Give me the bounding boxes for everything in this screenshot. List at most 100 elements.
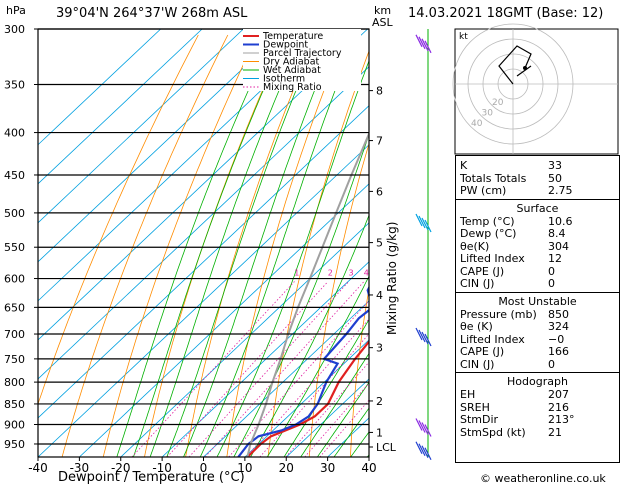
storm-motion-arrow (516, 65, 532, 77)
info-key: SREH (460, 400, 490, 414)
legend-entry: Temperature (262, 31, 323, 42)
km-tick-label: 3 (376, 342, 383, 355)
info-row: K 33 (460, 159, 615, 173)
copyright: © weatheronline.co.uk (480, 472, 606, 485)
pressure-tick-label: 600 (4, 273, 25, 286)
pressure-tick-label: 350 (4, 78, 25, 91)
wet-adiabat-line (183, 29, 340, 457)
info-row: EH 207 (460, 388, 615, 402)
isotherm-line (286, 378, 369, 457)
info-value: 850 (548, 307, 569, 321)
info-value: 166 (548, 345, 569, 358)
hodograph-ring-label: 20 (492, 98, 504, 108)
info-row: θe(K) 304 (460, 240, 615, 254)
mixing-ratio-label: 2 (328, 269, 333, 278)
info-value: 216 (548, 400, 569, 414)
info-row: θe (K) 324 (460, 320, 615, 334)
x-tick-label: 20 (279, 461, 294, 475)
km-tick-label: 8 (376, 85, 383, 98)
wind-barb (415, 327, 432, 347)
legend-entry: Dry Adiabat (263, 57, 320, 68)
pressure-tick-label: 500 (4, 207, 25, 220)
info-row: CAPE (J) 0 (460, 265, 615, 279)
info-key: Dewp (°C) (460, 227, 517, 240)
dry-adiabat-line (621, 35, 629, 457)
section-title: Surface (516, 201, 559, 215)
info-value: 0 (548, 264, 555, 278)
mixing-ratio-line (319, 399, 369, 457)
info-value: 33 (548, 159, 562, 172)
isotherm-line (120, 222, 369, 457)
info-key: Totals Totals (460, 171, 527, 185)
x-tick-label: -10 (152, 461, 172, 475)
info-value: 12 (548, 252, 562, 265)
dry-adiabat-line (185, 34, 317, 457)
dry-adiabat-line (350, 286, 369, 457)
info-row: Lifted Index −0 (460, 333, 615, 347)
wet-adiabat-line (300, 352, 369, 457)
x-tick-label: -20 (111, 461, 131, 475)
isotherm-line (79, 183, 369, 457)
info-row: SREH 216 (460, 401, 615, 415)
pressure-tick-label: 300 (4, 23, 25, 36)
asl-label: ASL (372, 16, 393, 29)
isotherm-line (38, 105, 369, 419)
mixing-ratio-line (204, 281, 365, 457)
legend-entry: Parcel Trajectory (263, 48, 342, 59)
isotherm-line (38, 29, 244, 224)
info-value: 304 (548, 239, 569, 253)
info-key: Pressure (mb) (460, 307, 537, 321)
mixing-ratio-axis-label: Mixing Ratio (g/kg) (385, 221, 399, 335)
isotherm-line (38, 29, 286, 263)
wet-adiabat-line (333, 407, 369, 457)
pressure-tick-label: 450 (4, 169, 25, 182)
section-divider (456, 291, 619, 293)
x-axis-label: Dewpoint / Temperature (°C) (58, 470, 245, 485)
dry-adiabat-line (144, 34, 288, 457)
pressure-tick-label: 700 (4, 328, 25, 341)
dry-adiabat-line (61, 34, 229, 457)
hodograph-frame (454, 28, 619, 155)
info-row: Temp (°C) 10.6 (460, 215, 615, 229)
info-value: 10.6 (548, 214, 573, 228)
info-value: 2.75 (548, 184, 573, 197)
mixing-ratio-line (188, 281, 350, 457)
info-key: CIN (J) (460, 357, 495, 371)
x-tick-label: 10 (237, 461, 252, 475)
section-title: Most Unstable (498, 294, 577, 308)
info-key: Lifted Index (460, 252, 525, 265)
km-tick-label: 7 (376, 135, 383, 148)
dry-adiabat-line (102, 34, 258, 457)
wet-adiabat-line (149, 29, 306, 457)
km-tick-label: 1 (376, 426, 383, 439)
mixing-ratio-line (304, 382, 369, 457)
datetime-title: 14.03.2021 18GMT (Base: 12) (408, 6, 604, 21)
indices-panel: K 33 Totals Totals 50 PW (cm) 2.75 Surface Temp… (455, 155, 620, 463)
isotherm-line (244, 339, 369, 457)
hodograph-ring-label: 40 (471, 119, 483, 129)
info-key: θe (K) (460, 320, 493, 333)
info-row: CIN (J) 0 (460, 277, 615, 291)
info-key: StmSpd (kt) (460, 425, 526, 439)
info-row: StmDir 213° (460, 413, 615, 427)
dry-adiabat-line (38, 34, 199, 406)
mixing-ratio-label: 3 (349, 269, 354, 278)
mixing-ratio-label: 4 (364, 269, 369, 278)
wet-adiabat-line (283, 318, 369, 457)
info-value: 0 (548, 357, 555, 371)
legend-entry: Mixing Ratio (263, 82, 322, 93)
info-key: CIN (J) (460, 277, 495, 290)
info-value: 8.4 (548, 227, 566, 240)
mixing-ratio-label: 10 (415, 269, 425, 278)
pressure-tick-label: 900 (4, 419, 25, 432)
x-tick-label: -30 (70, 461, 90, 475)
x-tick-label: 0 (200, 461, 208, 475)
wind-barb (415, 441, 432, 461)
legend-entry: Wet Adiabat (263, 65, 321, 76)
mixing-ratio-label: 1 (294, 269, 299, 278)
wet-adiabat-line (116, 29, 277, 457)
mixing-ratio-label: 8 (402, 269, 407, 278)
info-row: Dewp (°C) 8.4 (460, 227, 615, 241)
pressure-tick-label: 750 (4, 353, 25, 366)
info-row: Pressure (mb) 850 (460, 308, 615, 322)
